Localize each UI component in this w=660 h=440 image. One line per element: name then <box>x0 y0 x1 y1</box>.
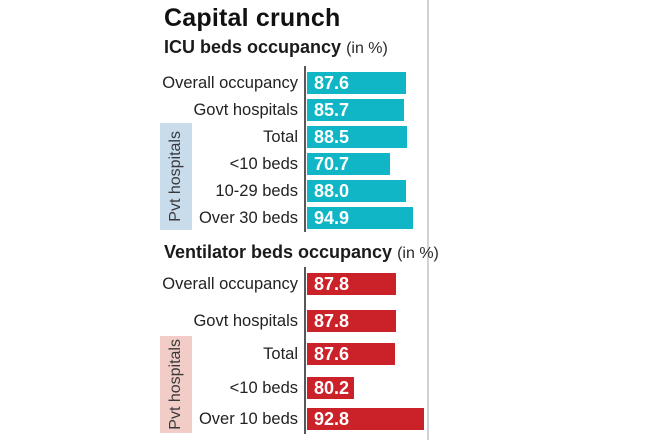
bar-icu-pvt-total: 88.5 <box>307 126 407 148</box>
icu-row-overall-occupancy: Overall occupancy 87.6 <box>0 72 660 94</box>
icu-row-pvt-10-29-beds: 10-29 beds 88.0 <box>0 180 660 202</box>
category-label: <10 beds <box>229 155 298 173</box>
ventilator-chart-title: Ventilator beds occupancy <box>164 242 393 262</box>
bar-value-label: 85.7 <box>314 100 350 120</box>
icu-chart-unit-note: (in %) <box>346 40 388 57</box>
bar-value-label: 70.7 <box>314 154 350 174</box>
bar-value-label: 88.0 <box>314 181 350 201</box>
vent-row-govt-hospitals: Govt hospitals 87.8 <box>0 310 660 332</box>
category-label: <10 beds <box>229 379 298 397</box>
category-label: Over 30 beds <box>198 209 298 227</box>
ventilator-pvt-hospitals-group-box: Pvt hospitals <box>160 336 192 433</box>
bar-value-label: 80.2 <box>314 378 350 398</box>
icu-row-pvt-over-30-beds: Over 30 beds 94.9 <box>0 207 660 229</box>
category-label: Over 10 beds <box>198 410 298 428</box>
ventilator-axis-line <box>304 267 306 434</box>
category-label: Govt hospitals <box>193 101 298 119</box>
category-label: Total <box>263 345 298 363</box>
vent-row-pvt-total: Total 87.6 <box>0 343 660 365</box>
bar-vent-pvt-under-10-beds: 80.2 <box>307 377 354 399</box>
vent-row-pvt-over-10-beds: Over 10 beds 92.8 <box>0 408 660 430</box>
bar-value-label: 94.9 <box>314 208 350 228</box>
icu-row-pvt-under-10-beds: <10 beds 70.7 <box>0 153 660 175</box>
bar-vent-overall-occupancy: 87.8 <box>307 273 396 295</box>
category-label: 10-29 beds <box>215 182 298 200</box>
bar-value-label: 88.5 <box>314 127 350 147</box>
bar-value-label: 87.6 <box>314 73 350 93</box>
bar-value-label: 87.8 <box>314 274 350 294</box>
category-label: Overall occupancy <box>162 74 298 92</box>
category-label: Overall occupancy <box>162 275 298 293</box>
bar-icu-pvt-under-10-beds: 70.7 <box>307 153 390 175</box>
bar-icu-pvt-10-29-beds: 88.0 <box>307 180 406 202</box>
category-label: Total <box>263 128 298 146</box>
bar-vent-pvt-over-10-beds: 92.8 <box>307 408 424 430</box>
bar-icu-pvt-over-30-beds: 94.9 <box>307 207 413 229</box>
icu-chart-heading: ICU beds occupancy (in %) <box>164 37 388 58</box>
icu-axis-line <box>304 66 306 232</box>
ventilator-chart-unit-note: (in %) <box>397 245 439 262</box>
bar-value-label: 87.6 <box>314 344 350 364</box>
vent-row-overall-occupancy: Overall occupancy 87.8 <box>0 273 660 295</box>
icu-chart-title: ICU beds occupancy <box>164 37 342 57</box>
ventilator-chart-heading: Ventilator beds occupancy (in %) <box>164 242 439 263</box>
icu-row-pvt-total: Total 88.5 <box>0 126 660 148</box>
category-label: Govt hospitals <box>193 312 298 330</box>
column-divider-rule <box>427 0 429 440</box>
icu-row-govt-hospitals: Govt hospitals 85.7 <box>0 99 660 121</box>
icu-pvt-hospitals-group-box: Pvt hospitals <box>160 123 192 230</box>
bar-icu-govt-hospitals: 85.7 <box>307 99 404 121</box>
bar-value-label: 92.8 <box>314 409 350 429</box>
bar-icu-overall-occupancy: 87.6 <box>307 72 406 94</box>
page-title: Capital crunch <box>164 4 341 32</box>
vent-row-pvt-under-10-beds: <10 beds 80.2 <box>0 377 660 399</box>
bar-value-label: 87.8 <box>314 311 350 331</box>
bar-vent-govt-hospitals: 87.8 <box>307 310 396 332</box>
bar-vent-pvt-total: 87.6 <box>307 343 395 365</box>
